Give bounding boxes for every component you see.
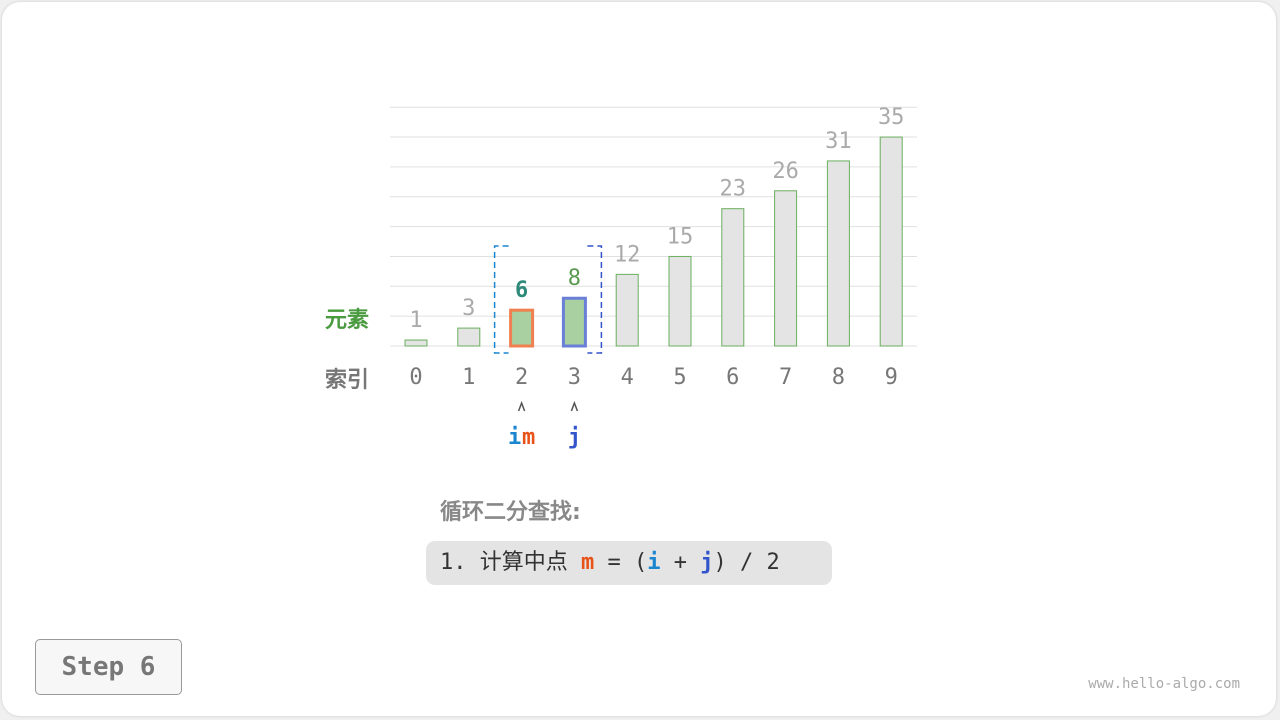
- j-arrow-icon: [570, 400, 579, 412]
- bar-value-0: 1: [409, 308, 422, 333]
- index-8: 8: [832, 365, 845, 390]
- bar-1: [457, 327, 481, 347]
- right-bracket: [587, 245, 603, 354]
- bar-value-3: 8: [568, 266, 581, 291]
- index-5: 5: [673, 365, 686, 390]
- watermark: www.hello-algo.com: [1088, 676, 1240, 692]
- step-suffix: ) / 2: [713, 550, 780, 575]
- element-label: 元素: [325, 308, 370, 333]
- bar-value-5: 15: [667, 224, 694, 249]
- step-button[interactable]: Step 6: [35, 639, 182, 695]
- step-prefix: 1. 计算中点: [440, 550, 581, 575]
- bar-value-9: 35: [878, 105, 905, 130]
- bar-9: [879, 136, 903, 347]
- j-var: j: [700, 550, 714, 575]
- i-var: i: [647, 550, 661, 575]
- index-4: 4: [621, 365, 634, 390]
- bar-value-6: 23: [720, 177, 747, 202]
- index-2: 2: [515, 365, 528, 390]
- index-6: 6: [726, 365, 739, 390]
- bar-5: [668, 255, 692, 347]
- index-label: 索引: [325, 368, 370, 393]
- bar-value-2: 6: [515, 278, 528, 303]
- index-0: 0: [409, 365, 422, 390]
- bar-value-7: 26: [772, 159, 799, 184]
- index-1: 1: [462, 365, 475, 390]
- bar-4: [615, 273, 639, 347]
- index-3: 3: [568, 365, 581, 390]
- bar-0: [404, 339, 428, 347]
- left-bracket: [493, 245, 509, 354]
- bar-3: [561, 296, 587, 348]
- step-plus: +: [660, 550, 701, 575]
- index-7: 7: [779, 365, 792, 390]
- pointer-i: i: [508, 425, 521, 450]
- bar-6: [721, 208, 745, 347]
- bar-value-4: 12: [614, 242, 641, 267]
- im-arrow-icon: [517, 400, 526, 412]
- step-description: 1. 计算中点 m = (i + j) / 2: [426, 541, 832, 585]
- bar-value-1: 3: [462, 296, 475, 321]
- bar-value-8: 31: [825, 129, 852, 154]
- algorithm-title: 循环二分查找:: [440, 500, 581, 525]
- index-9: 9: [885, 365, 898, 390]
- step-eq: = (: [594, 550, 648, 575]
- m-var: m: [580, 550, 595, 575]
- bar-8: [826, 160, 850, 347]
- bar-2: [509, 308, 535, 348]
- bar-7: [774, 190, 798, 347]
- pointer-j: j: [568, 425, 581, 450]
- pointer-m: m: [522, 425, 535, 450]
